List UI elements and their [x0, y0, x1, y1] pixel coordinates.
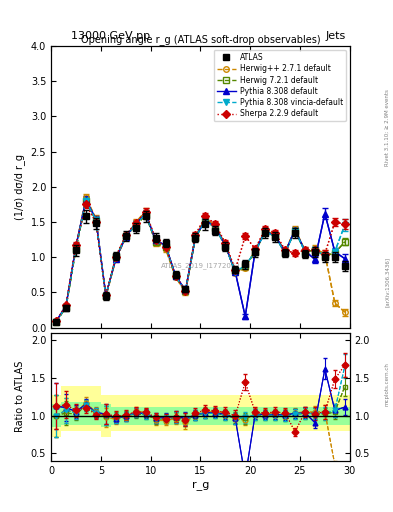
X-axis label: r_g: r_g [192, 481, 209, 491]
Text: ATLAS_2019_I1772062: ATLAS_2019_I1772062 [161, 262, 240, 269]
Text: mcplots.cern.ch: mcplots.cern.ch [385, 362, 389, 406]
Title: Opening angle r_g (ATLAS soft-drop observables): Opening angle r_g (ATLAS soft-drop obser… [81, 34, 320, 45]
Text: Jets: Jets [325, 31, 346, 41]
Text: 13000 GeV pp: 13000 GeV pp [71, 31, 150, 41]
Text: Rivet 3.1.10; ≥ 2.9M events: Rivet 3.1.10; ≥ 2.9M events [385, 90, 389, 166]
Text: [arXiv:1306.3436]: [arXiv:1306.3436] [385, 257, 389, 307]
Legend: ATLAS, Herwig++ 2.7.1 default, Herwig 7.2.1 default, Pythia 8.308 default, Pythi: ATLAS, Herwig++ 2.7.1 default, Herwig 7.… [214, 50, 346, 121]
Y-axis label: (1/σ) dσ/d r_g: (1/σ) dσ/d r_g [14, 154, 25, 220]
Y-axis label: Ratio to ATLAS: Ratio to ATLAS [15, 361, 25, 433]
